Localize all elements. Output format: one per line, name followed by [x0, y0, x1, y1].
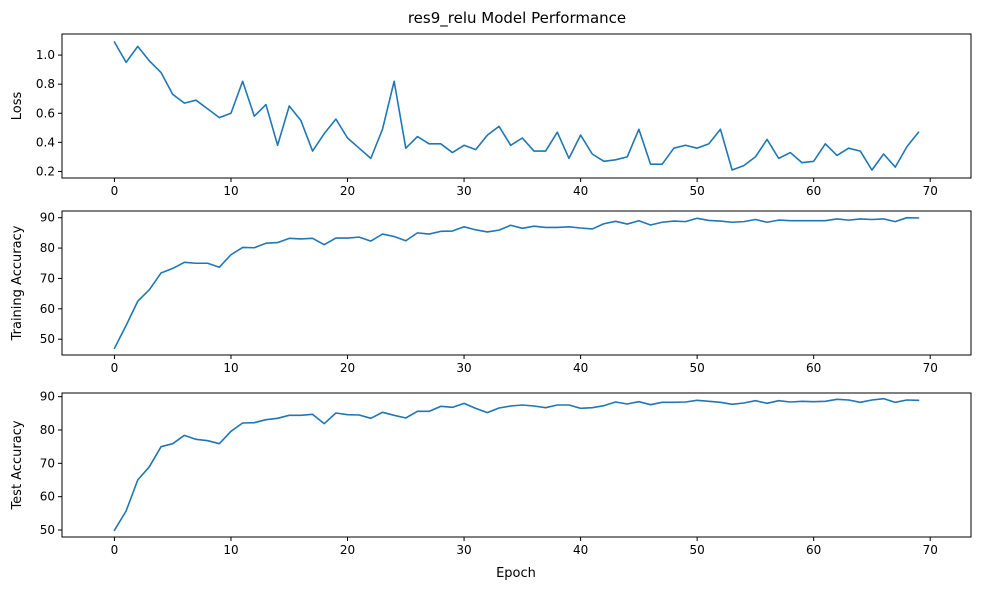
panel-test-accuracy: 0 10 20 30 40 50 60 70 50 60 70 80 90 Test Accuracy: [10, 390, 972, 557]
training-accuracy-axes-frame: [61, 210, 972, 356]
test-accuracy-x-tick-label: 60: [806, 543, 821, 557]
training-accuracy-x-tick-label: 20: [340, 361, 355, 375]
test-accuracy-x-tick-label: 30: [456, 543, 471, 557]
training-accuracy-x-tick-label: 30: [456, 361, 471, 375]
training-accuracy-x-tick-label: 50: [689, 361, 704, 375]
test-accuracy-x-tick-label: 70: [923, 543, 938, 557]
training-accuracy-x-tick-label: 70: [923, 361, 938, 375]
loss-x-tick-label: 70: [923, 184, 938, 198]
loss-x-tick-label: 30: [456, 184, 471, 198]
training-accuracy-y-tick-label: 70: [40, 271, 55, 285]
training-accuracy-series-line: [113, 216, 920, 350]
loss-series-line: [113, 41, 920, 171]
test-accuracy-x-tick-label: 0: [111, 543, 119, 557]
training-accuracy-y-tick-label: 60: [40, 302, 55, 316]
training-accuracy-x-tick-label: 10: [223, 361, 238, 375]
test-accuracy-series-line: [113, 397, 920, 532]
loss-axes-frame: [61, 33, 972, 179]
loss-x-tick-label: 40: [573, 184, 588, 198]
training-accuracy-y-axis-label: Training Accuracy: [10, 225, 25, 341]
test-accuracy-x-tick-label: 50: [689, 543, 704, 557]
test-accuracy-y-axis-label: Test Accuracy: [10, 420, 25, 510]
loss-y-tick-label: 0.2: [36, 164, 55, 178]
loss-x-tick-label: 60: [806, 184, 821, 198]
test-accuracy-y-tick-label: 80: [40, 423, 55, 437]
x-axis-label: Epoch: [496, 566, 536, 581]
loss-x-tick-label: 20: [340, 184, 355, 198]
test-accuracy-y-tick-label: 90: [40, 390, 55, 404]
panel-loss: 0 10 20 30 40 50 60 70 0.2 0.4 0.6 0.8 1.0 Loss: [10, 33, 972, 198]
test-accuracy-x-tick-label: 40: [573, 543, 588, 557]
loss-y-tick-label: 0.8: [36, 77, 55, 91]
test-accuracy-y-tick-label: 70: [40, 456, 55, 470]
training-accuracy-y-tick-label: 90: [40, 211, 55, 225]
panels: 0 10 20 30 40 50 60 70 0.2 0.4 0.6 0.8 1.0 Loss 0 10 20 3…: [10, 33, 972, 557]
test-accuracy-x-tick-label: 20: [340, 543, 355, 557]
training-accuracy-x-tick-label: 40: [573, 361, 588, 375]
training-accuracy-x-tick-label: 60: [806, 361, 821, 375]
test-accuracy-x-tick-label: 10: [223, 543, 238, 557]
loss-x-tick-label: 0: [111, 184, 119, 198]
loss-y-tick-label: 0.4: [36, 135, 55, 149]
test-accuracy-y-tick-label: 60: [40, 490, 55, 504]
chart-title: res9_relu Model Performance: [408, 9, 626, 28]
training-accuracy-y-tick-label: 50: [40, 332, 55, 346]
test-accuracy-y-tick-label: 50: [40, 523, 55, 537]
training-accuracy-y-tick-label: 80: [40, 241, 55, 255]
panel-training-accuracy: 0 10 20 30 40 50 60 70 50 60 70 80 90 Training Accura…: [10, 210, 972, 375]
training-accuracy-x-tick-label: 0: [111, 361, 119, 375]
loss-y-tick-label: 0.6: [36, 106, 55, 120]
loss-x-tick-label: 50: [689, 184, 704, 198]
loss-x-tick-label: 10: [223, 184, 238, 198]
loss-y-tick-label: 1.0: [36, 48, 55, 62]
loss-y-axis-label: Loss: [10, 92, 25, 121]
test-accuracy-axes-frame: [61, 392, 972, 538]
